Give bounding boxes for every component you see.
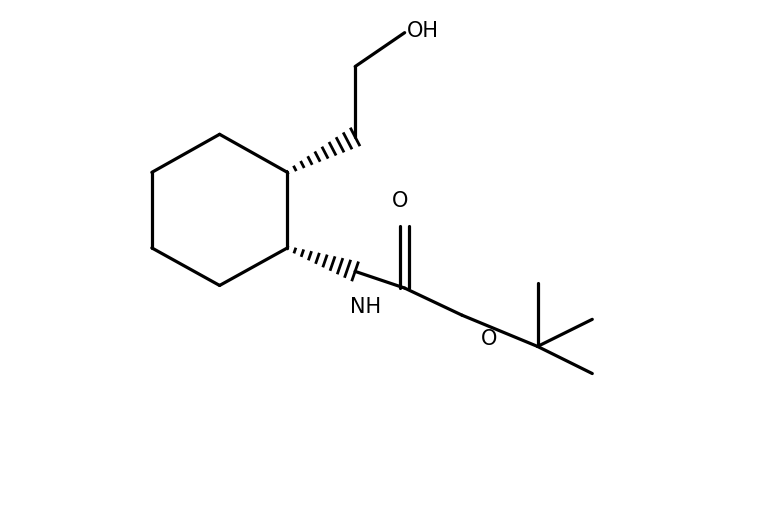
Text: O: O [392, 191, 408, 211]
Text: NH: NH [350, 298, 381, 318]
Text: O: O [481, 329, 497, 349]
Text: OH: OH [407, 21, 440, 41]
